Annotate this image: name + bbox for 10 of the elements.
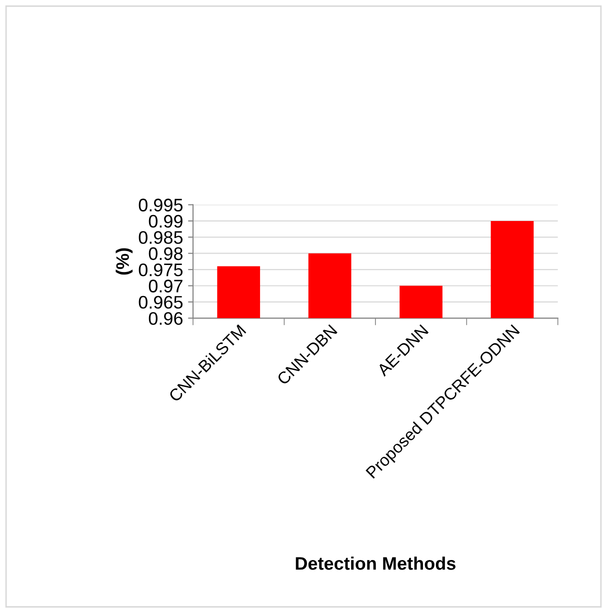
- y-tick-label: 0.985: [138, 231, 183, 244]
- y-tick-label: 0.98: [148, 247, 183, 260]
- y-tick-label: 0.97: [148, 280, 182, 292]
- y-tick-label: 0.975: [138, 263, 183, 276]
- y-tick-label: 0.965: [138, 296, 183, 309]
- x-axis-title: Detection Methods: [296, 556, 456, 570]
- y-tick-label: 0.995: [138, 198, 183, 212]
- y-tick-label: 0.96: [148, 312, 183, 325]
- y-tick-label: 0.99: [148, 214, 182, 228]
- y-axis-title: (%): [116, 248, 133, 275]
